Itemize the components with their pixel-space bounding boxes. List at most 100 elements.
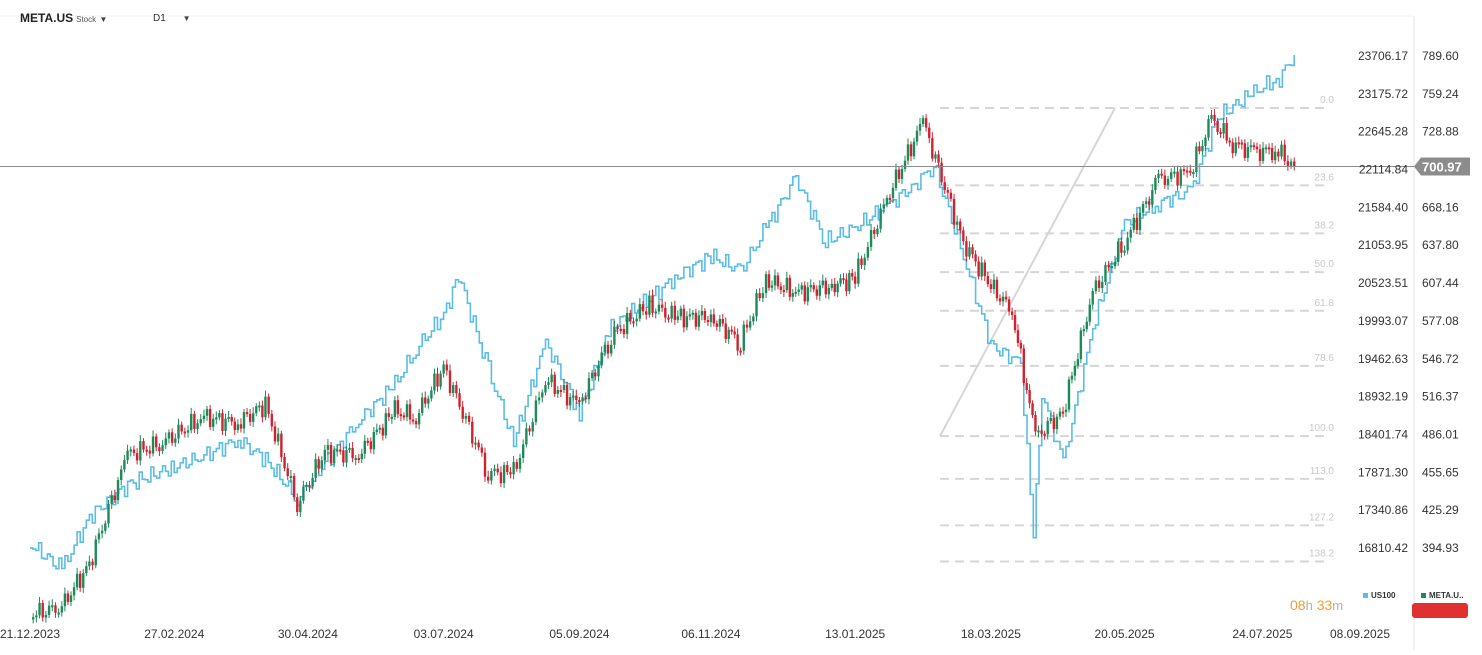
legend-us100[interactable]: US100 xyxy=(1363,591,1395,600)
candle-body xyxy=(575,395,578,401)
y-left-tick-label: 23706.17 xyxy=(1358,49,1408,63)
symbol-dropdown-icon[interactable]: ▼ xyxy=(99,15,108,24)
fib-level-label-5: 78.6 xyxy=(1315,353,1335,364)
candle-body xyxy=(1154,177,1157,191)
candle-body xyxy=(891,187,895,198)
candle-body xyxy=(135,453,139,461)
candle-body xyxy=(1255,146,1259,150)
candle-body xyxy=(809,285,812,288)
x-tick-label: 21.12.2023 xyxy=(0,627,60,641)
candle-body xyxy=(414,421,418,425)
candle-body xyxy=(866,246,870,258)
candle-body xyxy=(1157,173,1160,178)
candle-body xyxy=(455,385,458,394)
candle-body xyxy=(387,413,391,417)
candle-body xyxy=(196,423,199,430)
candle-body xyxy=(1141,203,1145,213)
candle-body xyxy=(676,316,680,320)
candle-body xyxy=(1182,169,1186,172)
legend-meta[interactable]: META.U.. xyxy=(1421,591,1464,600)
candle-body xyxy=(836,283,839,293)
candle-body xyxy=(641,304,645,312)
candle-body xyxy=(742,324,745,351)
candle-body xyxy=(1079,330,1083,360)
candle-body xyxy=(35,615,38,618)
y-left-tick-label: 21584.40 xyxy=(1358,200,1408,214)
candle-body xyxy=(1283,144,1286,162)
candle-body xyxy=(461,406,464,419)
timeframe-selector[interactable]: D1 ▼ xyxy=(153,13,191,24)
candle-body xyxy=(664,307,667,318)
candle-body xyxy=(622,329,626,335)
fibonacci-retracement[interactable]: 0.0 23.6 38.2 50.0 61.8 78.6 100.0 113.0 127.2 13… xyxy=(939,95,1335,563)
candle-body xyxy=(381,427,385,436)
candle-body xyxy=(1246,147,1250,158)
timer-minutes-unit: m xyxy=(1332,598,1344,613)
candle-body xyxy=(885,197,889,205)
y-right-tick-label: 637.80 xyxy=(1422,238,1459,252)
candle-body xyxy=(940,162,943,183)
candle-body xyxy=(393,400,397,417)
candle-body xyxy=(433,373,436,391)
candle-body xyxy=(1198,146,1201,152)
candle-body xyxy=(464,415,468,419)
candle-body xyxy=(442,364,445,374)
candle-body xyxy=(94,539,97,566)
candle-body xyxy=(1228,140,1231,143)
candle-body xyxy=(44,614,48,618)
candle-body xyxy=(1210,115,1213,120)
candle-body xyxy=(378,427,382,430)
candle-body xyxy=(47,605,51,615)
candle-body xyxy=(882,204,885,209)
symbol-selector[interactable]: META.US Stock ▼ xyxy=(20,11,107,25)
candle-body xyxy=(1249,145,1253,148)
candle-body xyxy=(1061,411,1065,414)
candle-body xyxy=(544,385,547,393)
candle-body xyxy=(673,305,677,320)
candle-body xyxy=(82,573,85,588)
y-axis-left: 23706.17 23175.72 22645.28 22114.84 21584.40… xyxy=(1358,49,1408,555)
candle-body xyxy=(791,293,794,297)
candle-body xyxy=(1213,115,1216,121)
candle-body xyxy=(921,118,925,125)
candle-body xyxy=(458,393,461,407)
candle-body xyxy=(688,314,692,317)
candle-body xyxy=(894,169,898,188)
legend-meta-label: META.U.. xyxy=(1429,591,1464,600)
candle-body xyxy=(1273,151,1277,161)
candle-body xyxy=(703,310,707,321)
current-price-tag xyxy=(1414,157,1470,176)
candle-body xyxy=(302,486,305,501)
candle-body xyxy=(635,318,638,322)
x-tick-label: 18.03.2025 xyxy=(961,627,1021,641)
candle-body xyxy=(424,397,427,404)
y-left-tick-label: 22114.84 xyxy=(1359,163,1408,177)
timeframe-dropdown-icon[interactable]: ▼ xyxy=(182,14,191,23)
candle-body xyxy=(888,197,892,200)
candle-body xyxy=(1031,403,1034,416)
candle-body xyxy=(1116,241,1120,262)
candle-body xyxy=(980,262,983,277)
y-left-tick-label: 18932.19 xyxy=(1358,390,1408,404)
candle-body xyxy=(909,144,913,157)
candle-body xyxy=(51,605,54,608)
candle-body xyxy=(534,400,538,423)
candle-body xyxy=(91,561,94,566)
candle-body xyxy=(512,462,515,475)
candle-body xyxy=(755,293,758,317)
current-price-line[interactable]: 700.97 xyxy=(0,157,1470,176)
candle-body xyxy=(233,421,236,430)
candle-body xyxy=(448,370,452,393)
candle-body xyxy=(767,274,771,288)
us100-line-series xyxy=(30,55,1295,570)
candle-body xyxy=(1067,379,1071,410)
candle-body xyxy=(129,449,132,452)
candle-body xyxy=(897,169,901,179)
candle-body xyxy=(943,182,946,191)
candle-body xyxy=(79,573,82,588)
candle-body xyxy=(1016,330,1020,343)
instrument-badge[interactable] xyxy=(1412,603,1468,618)
fib-level-label-4: 61.8 xyxy=(1315,298,1335,309)
